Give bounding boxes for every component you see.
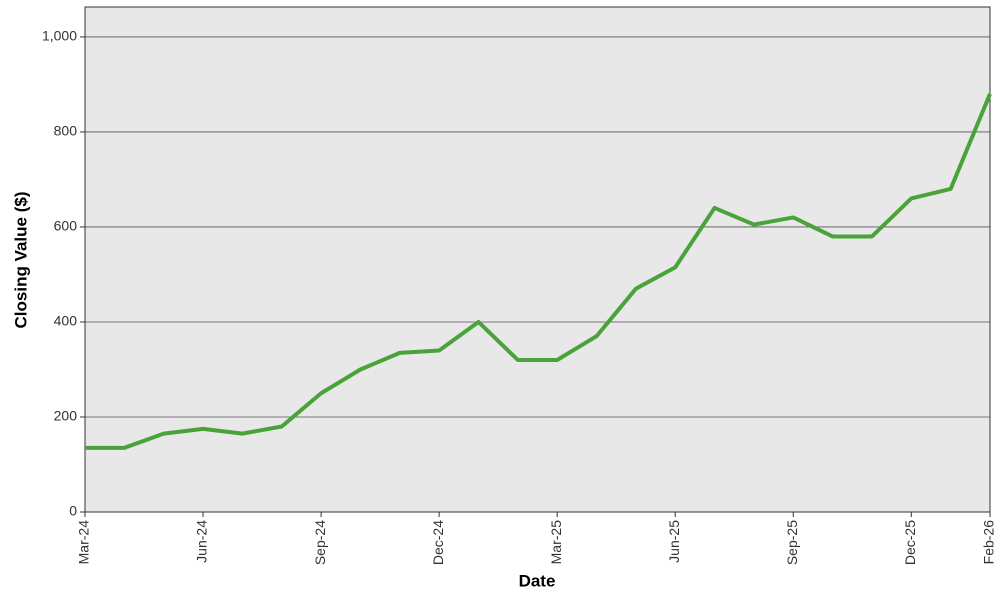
x-axis-title: Date <box>519 571 556 590</box>
x-tick-label: Sep-24 <box>312 520 328 565</box>
y-tick-label: 0 <box>69 503 77 519</box>
x-tick-label: Jun-24 <box>194 520 210 563</box>
x-tick-label: Sep-25 <box>784 520 800 565</box>
x-tick-label: Feb-26 <box>981 520 997 565</box>
y-tick-label: 800 <box>54 123 78 139</box>
y-tick-label: 200 <box>54 408 78 424</box>
x-tick-label: Dec-24 <box>430 520 446 565</box>
y-tick-label: 600 <box>54 218 78 234</box>
x-tick-label: Mar-25 <box>548 520 564 565</box>
y-tick-label: 400 <box>54 313 78 329</box>
x-tick-label: Jun-25 <box>666 520 682 563</box>
plot-border <box>84 6 991 513</box>
x-tick-label: Mar-24 <box>76 520 92 565</box>
y-axis-title: Closing Value ($) <box>11 192 30 329</box>
data-line <box>85 93 992 450</box>
plot-area <box>85 7 990 512</box>
x-tick-label: Dec-25 <box>902 520 918 565</box>
y-tick-label: 1,000 <box>42 28 77 44</box>
